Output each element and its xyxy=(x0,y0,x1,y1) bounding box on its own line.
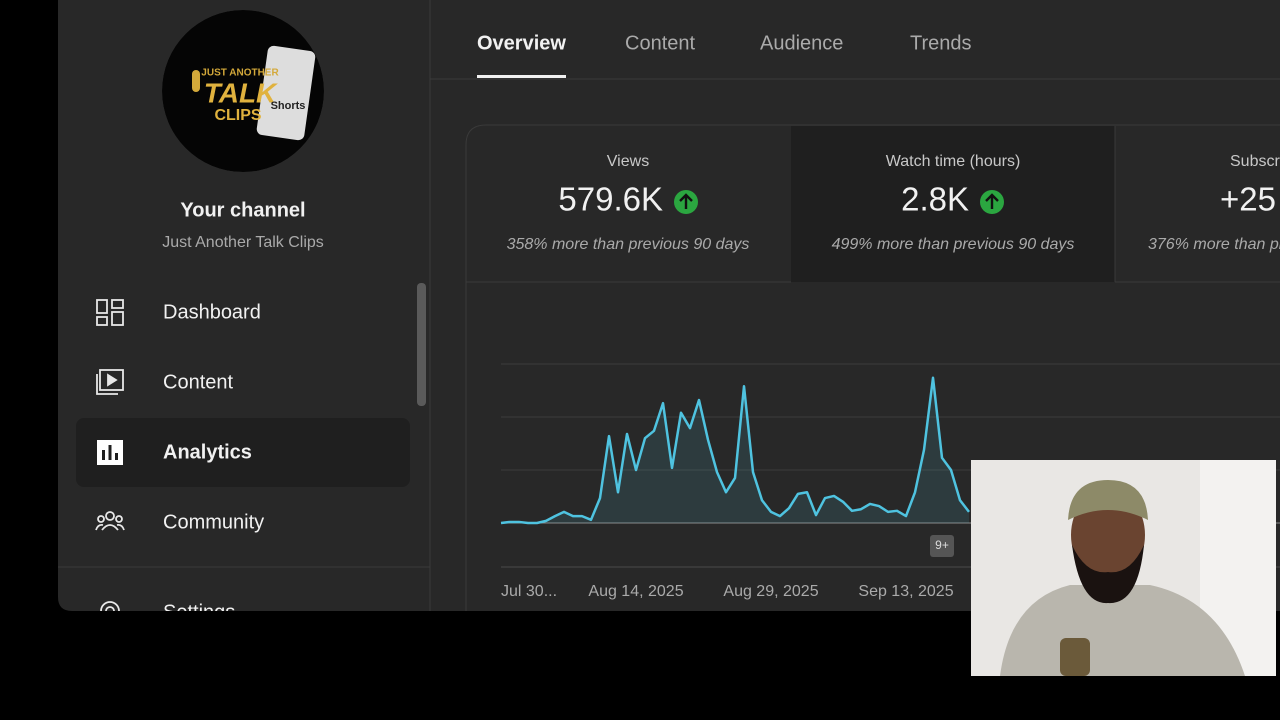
scrollbar[interactable] xyxy=(417,283,426,406)
metric-note: 358% more than previous 90 days xyxy=(507,236,750,253)
webcam xyxy=(971,460,1276,676)
metric[interactable]: Watch time (hours) 2.8K 499% more than p… xyxy=(832,153,1075,253)
channel-name: Just Another Talk Clips xyxy=(162,234,324,251)
x-tick-label: Aug 29, 2025 xyxy=(723,583,818,600)
analytics-icon xyxy=(97,440,123,465)
x-tick-label: Jul 30... xyxy=(501,583,557,600)
avatar[interactable]: JUST ANOTHER TALK CLIPS Shorts xyxy=(162,10,324,172)
tab[interactable]: Trends xyxy=(910,32,972,54)
settings-icon xyxy=(100,601,120,611)
studio-window: JUST ANOTHER TALK CLIPS Shorts Your chan… xyxy=(58,0,1280,623)
nav-selected-bg xyxy=(76,418,410,487)
nav-item[interactable]: Content xyxy=(163,371,233,393)
metric-selected-bg xyxy=(791,126,1115,282)
metric-value: +25 xyxy=(1220,181,1276,218)
metric-label: Watch time (hours) xyxy=(886,153,1021,170)
metric[interactable]: Views 579.6K 358% more than previous 90 … xyxy=(507,153,750,253)
tab-underline xyxy=(477,75,566,78)
x-tick-label: Sep 13, 2025 xyxy=(858,583,953,600)
nav-item[interactable]: Settings xyxy=(163,601,235,623)
up-arrow xyxy=(985,193,999,209)
avatar-text: CLIPS xyxy=(214,107,261,124)
metric-label: Subscribers xyxy=(1230,153,1280,170)
up-arrow xyxy=(679,193,693,209)
area xyxy=(501,377,969,523)
content-icon xyxy=(96,369,124,395)
metric[interactable]: Subscribers +25 376% more than previous … xyxy=(1148,153,1280,253)
card-border xyxy=(465,124,1280,611)
channel-title: Your channel xyxy=(180,199,305,221)
avatar-text: JUST ANOTHER xyxy=(201,68,279,79)
metric-label: Views xyxy=(607,153,649,170)
metric-value: 2.8K xyxy=(901,181,969,218)
x-tick-label: Aug 14, 2025 xyxy=(588,583,683,600)
avatar-text: Shorts xyxy=(271,100,306,112)
cap xyxy=(1068,480,1148,520)
nav-item[interactable]: Analytics xyxy=(163,441,252,463)
badge-bg xyxy=(930,535,954,557)
avatar-text: TALK xyxy=(204,77,278,108)
metric-value: 579.6K xyxy=(558,181,663,218)
tab[interactable]: Overview xyxy=(477,32,566,54)
mic-icon xyxy=(192,70,200,92)
badge: 9+ xyxy=(935,538,949,552)
nav-item[interactable]: Community xyxy=(163,511,264,533)
line xyxy=(500,376,970,525)
microphone xyxy=(1060,638,1090,676)
phone xyxy=(256,45,316,141)
metric-note: 376% more than previous 90 days xyxy=(1148,236,1280,253)
metric-note: 499% more than previous 90 days xyxy=(832,236,1075,253)
dashboard-icon xyxy=(96,299,124,326)
nav-item[interactable]: Dashboard xyxy=(163,301,261,323)
tab[interactable]: Content xyxy=(625,32,695,54)
tab[interactable]: Audience xyxy=(760,32,843,54)
beard xyxy=(1072,545,1144,604)
community-icon xyxy=(95,511,125,531)
